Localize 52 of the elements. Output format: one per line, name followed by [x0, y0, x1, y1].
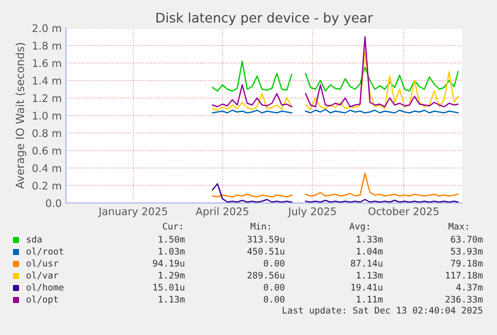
text: 236.33m [446, 296, 483, 303]
legend-label: ol/usr [26, 260, 58, 268]
text: 1.13m [158, 296, 185, 303]
text: 1.03m [158, 248, 185, 255]
y-tick-label: 1.2 m [32, 94, 61, 102]
text: 1.11m [356, 296, 383, 303]
text: 53.93m [451, 248, 483, 255]
text: 4.37m [456, 284, 483, 291]
y-tick-label: 1.8 m [32, 42, 61, 50]
y-tick-label: 0.4 m [32, 164, 61, 172]
y-tick-label: 0.0 [46, 199, 62, 208]
text: 1.50m [158, 236, 185, 243]
text: 19.41u [351, 284, 382, 291]
text: 63.70m [450, 236, 483, 243]
text: Cur: [162, 222, 182, 230]
text: 15.01u [153, 284, 184, 291]
legend-label: ol/opt [26, 296, 58, 304]
text: 313.59u [248, 236, 284, 243]
text: 1.04m [356, 248, 383, 255]
text: 289.56u [248, 272, 284, 279]
y-tick-label: 0.8 m [32, 129, 61, 138]
text: 87.14u [350, 260, 382, 267]
text: Min: [250, 222, 270, 230]
text: 79.18m [451, 260, 483, 267]
text: Last update: Sat Dec 13 02:40:04 2025 [282, 306, 482, 316]
legend-label: ol/home [26, 284, 64, 292]
text: 450.51u [247, 248, 284, 255]
x-tick-label: July 2025 [288, 207, 336, 218]
y-tick-label: 0.6 m [32, 146, 61, 155]
text: 117.18m [446, 272, 483, 279]
text: 0.00 [264, 284, 284, 291]
y-tick-label: 1.0 m [32, 112, 61, 120]
text: 94.19u [152, 260, 184, 267]
legend-label: ol/root [26, 248, 64, 256]
text: 0.00 [264, 296, 284, 303]
text: 1.29m [158, 272, 185, 279]
x-tick-label: April 2025 [196, 207, 248, 218]
y-tick-label: 1.6 m [32, 59, 61, 68]
x-tick-label: January 2025 [98, 207, 168, 218]
y-tick-label: 1.4 m [32, 76, 61, 84]
text: Avg: [349, 222, 369, 232]
y-tick-label: 2.0 m [32, 24, 61, 32]
text: 1.33m [356, 236, 383, 243]
chart-title: Disk latency per device - by year [156, 12, 373, 26]
text: 1.13m [356, 272, 383, 279]
legend-label: ol/var [26, 272, 58, 280]
text: 0.00 [264, 260, 284, 267]
legend-label: sda [26, 236, 42, 243]
y-tick-label: 0.2 m [32, 182, 61, 190]
y-axis-title: Average IO Wait (seconds) [16, 43, 26, 189]
text: Max: [448, 222, 468, 230]
x-tick-label: October 2025 [368, 207, 438, 216]
